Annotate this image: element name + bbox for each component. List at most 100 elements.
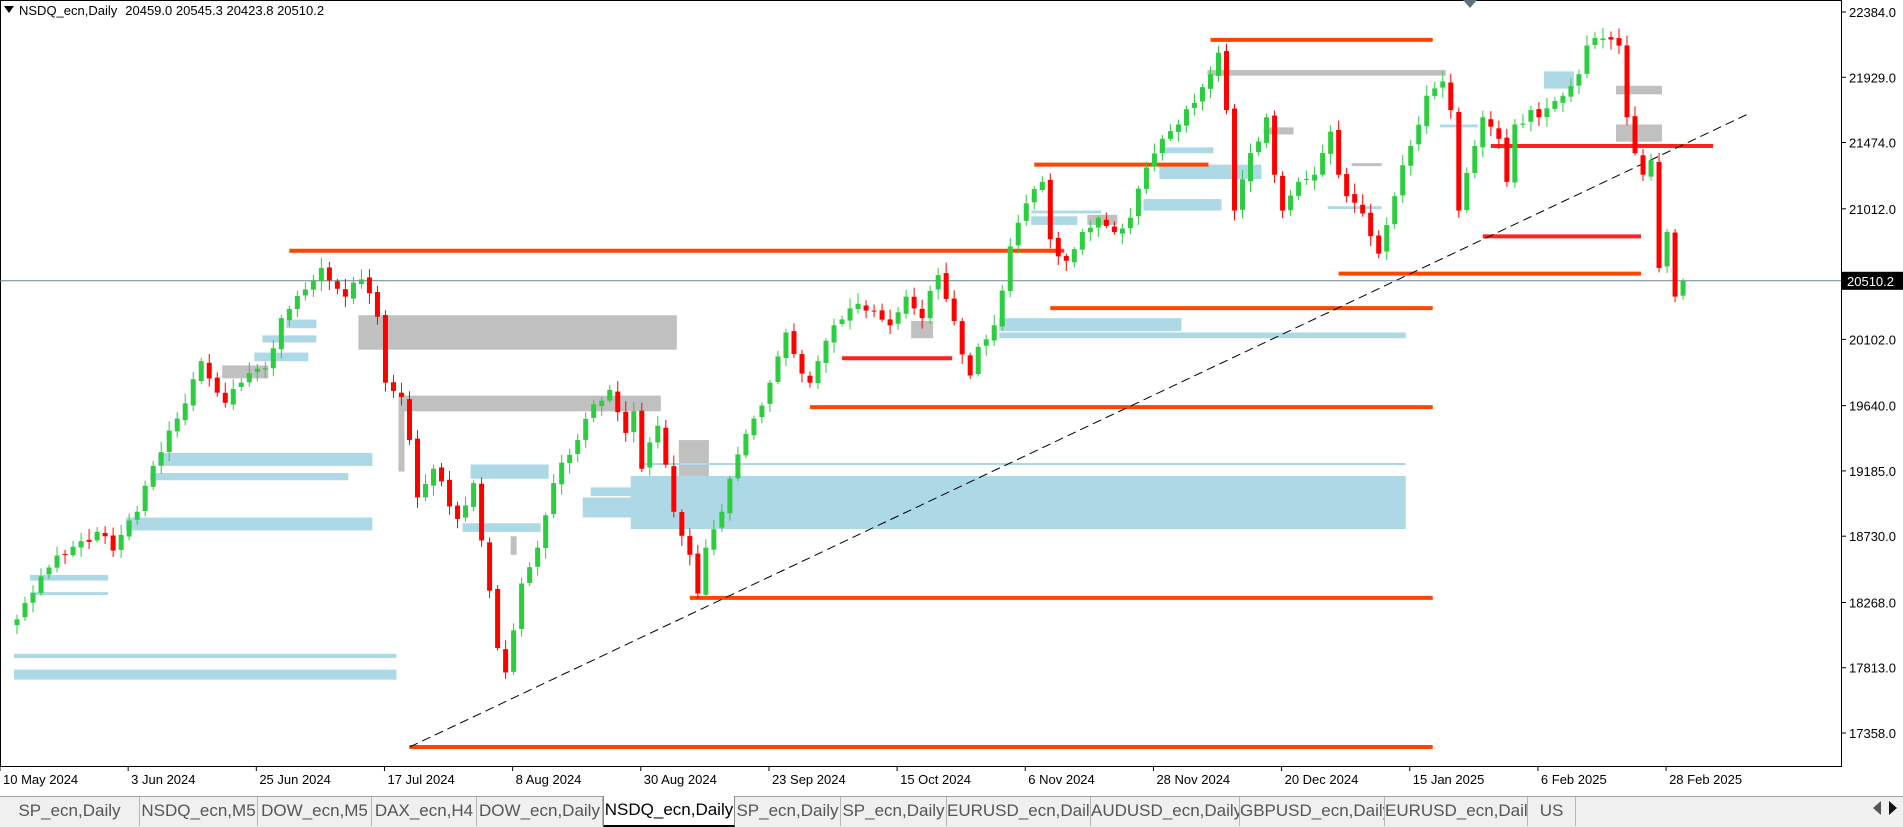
tab-dax-ecn-h4[interactable]: DAX_ecn,H4 [372,797,477,826]
chart-area[interactable]: 22384.0 21929.0 21474.0 21012.0 20102.0 19640… [0,0,1903,790]
candle-bullish[interactable] [246,373,252,383]
candle-bullish[interactable] [1416,124,1422,145]
candle-bearish[interactable] [623,411,629,433]
candle-bullish[interactable] [1087,227,1093,233]
candle-bullish[interactable] [535,547,541,567]
candle-bullish[interactable] [1528,110,1534,122]
candle-bullish[interactable] [230,389,236,405]
candle-bullish[interactable] [1600,38,1606,41]
candle-bullish[interactable] [134,511,140,520]
candle-bullish[interactable] [278,318,284,350]
candle-bullish[interactable] [1520,123,1526,125]
candle-bullish[interactable] [703,547,709,595]
candle-bullish[interactable] [1207,74,1213,89]
tab-sp-ecn-daily[interactable]: SP_ecn,Daily [0,797,140,826]
candle-bearish[interactable] [967,355,973,376]
candle-bearish[interactable] [1232,108,1238,211]
candle-bullish[interactable] [1664,232,1670,267]
candle-bullish[interactable] [358,279,364,285]
candle-bullish[interactable] [270,348,276,369]
candle-bearish[interactable] [1224,51,1230,111]
candle-bullish[interactable] [1071,249,1077,263]
candle-bearish[interactable] [919,308,925,319]
candle-bullish[interactable] [238,382,244,387]
candle-bullish[interactable] [142,485,148,511]
candle-bullish[interactable] [1544,108,1550,118]
candle-bullish[interactable] [1095,217,1101,228]
candle-bearish[interactable] [342,289,348,297]
candle-bearish[interactable] [887,319,893,326]
tab-sp-ecn-daily[interactable]: SP_ecn,Daily [735,797,841,826]
candle-bullish[interactable] [1440,81,1446,88]
candle-bullish[interactable] [70,546,76,556]
candle-bullish[interactable] [1384,225,1390,252]
candle-bearish[interactable] [1111,226,1117,233]
candle-bearish[interactable] [1488,119,1494,127]
candle-bearish[interactable] [807,375,813,383]
tab-sp-ecn-daily[interactable]: SP_ecn,Daily [841,797,947,826]
candle-bearish[interactable] [382,314,388,383]
candle-bullish[interactable] [38,576,44,593]
candle-bearish[interactable] [1448,82,1454,111]
candle-bullish[interactable] [350,282,356,299]
candle-bullish[interactable] [166,430,172,453]
candle-bearish[interactable] [487,542,493,591]
candle-bullish[interactable] [1031,189,1037,203]
candle-bullish[interactable] [1191,102,1197,108]
candle-bullish[interactable] [1568,86,1574,97]
candle-bullish[interactable] [527,567,533,583]
candle-bullish[interactable] [1320,153,1326,175]
candle-bullish[interactable] [1584,45,1590,74]
candle-bullish[interactable] [1400,165,1406,196]
candle-bearish[interactable] [1272,115,1278,175]
candle-bullish[interactable] [94,531,100,541]
candle-bullish[interactable] [599,400,605,407]
tab-eurusd-ecn-daily[interactable]: EURUSD_ecn,Daily [1385,797,1528,826]
candle-bullish[interactable] [1480,117,1486,148]
candle-bearish[interactable] [110,535,116,551]
candle-bullish[interactable] [1256,141,1262,153]
candle-bearish[interactable] [479,483,485,541]
candle-bullish[interactable] [895,312,901,324]
candle-bullish[interactable] [783,332,789,358]
candle-bullish[interactable] [519,583,525,630]
candle-bullish[interactable] [118,534,124,550]
candle-bearish[interactable] [615,391,621,413]
candle-bullish[interactable] [1183,109,1189,126]
candle-bullish[interactable] [559,462,565,485]
candle-bearish[interactable] [663,427,669,465]
tab-audusd-ecn-daily[interactable]: AUDUSD_ecn,Daily [1091,797,1240,826]
candle-bullish[interactable] [1248,153,1254,182]
candle-bearish[interactable] [871,310,877,312]
candle-bullish[interactable] [1680,280,1686,296]
candle-bullish[interactable] [150,465,156,487]
candle-bullish[interactable] [1143,167,1149,189]
candle-bullish[interactable] [1167,131,1173,139]
candle-bullish[interactable] [511,630,517,672]
candle-bullish[interactable] [158,452,164,466]
candle-bullish[interactable] [1296,181,1302,196]
candle-bearish[interactable] [439,467,445,482]
candle-bearish[interactable] [495,588,501,649]
candle-bearish[interactable] [62,554,68,556]
candle-bearish[interactable] [326,267,332,281]
candle-bullish[interactable] [1119,228,1125,234]
candle-bearish[interactable] [1063,256,1069,261]
candle-bearish[interactable] [1103,219,1109,226]
candle-bullish[interactable] [1560,95,1566,103]
trendline[interactable] [409,113,1748,748]
candle-bearish[interactable] [639,410,645,469]
candle-bullish[interactable] [22,603,28,618]
candle-bearish[interactable] [1616,38,1622,46]
candle-bullish[interactable] [182,403,188,421]
scroll-right-icon[interactable] [1889,801,1897,815]
candle-bullish[interactable] [543,515,549,548]
candle-bearish[interactable] [86,539,92,542]
candle-bullish[interactable] [1079,232,1085,250]
tab-dow-ecn-daily[interactable]: DOW_ecn,Daily [477,797,603,826]
candle-bullish[interactable] [1464,173,1470,211]
candle-bullish[interactable] [1552,101,1558,109]
candle-bullish[interactable] [1592,38,1598,45]
candle-bearish[interactable] [1368,212,1374,237]
candle-bullish[interactable] [759,405,765,418]
